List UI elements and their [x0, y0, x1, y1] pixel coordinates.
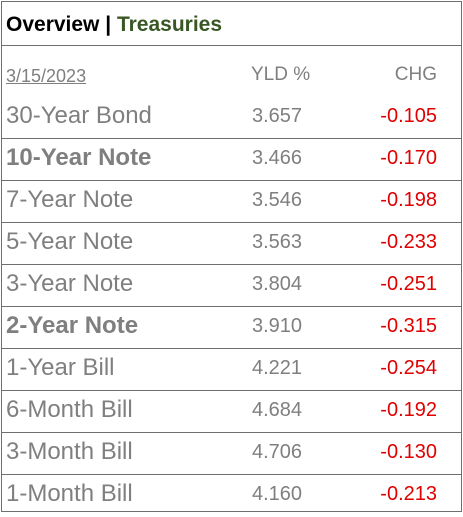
title-treasuries: Treasuries [116, 13, 223, 36]
change-value: -0.251 [380, 273, 437, 295]
change-value: -0.315 [380, 315, 437, 337]
change-value: -0.170 [380, 147, 437, 169]
security-name: 3-Month Bill [6, 438, 133, 465]
change-value: -0.233 [380, 231, 437, 253]
header-change: CHG [394, 64, 437, 85]
yield-value: 4.221 [252, 357, 303, 379]
table-row: 6-Month Bill 4.684 -0.192 [2, 391, 461, 433]
security-name: 1-Month Bill [6, 480, 133, 507]
table-header: 3/15/2023 YLD % CHG [2, 62, 461, 92]
yield-value: 4.160 [252, 483, 303, 505]
table-row: 10-Year Note 3.466 -0.170 [2, 139, 461, 181]
yield-value: 3.563 [252, 231, 303, 253]
table-row: 7-Year Note 3.546 -0.198 [2, 181, 461, 223]
change-value: -0.105 [380, 105, 437, 127]
table-row: 1-Month Bill 4.160 -0.213 [2, 475, 461, 517]
change-value: -0.213 [380, 483, 437, 505]
yield-value: 3.546 [252, 189, 303, 211]
security-name: 2-Year Note [6, 312, 139, 339]
table-row: 3-Month Bill 4.706 -0.130 [2, 433, 461, 475]
table-row: 2-Year Note 3.910 -0.315 [2, 307, 461, 349]
table-row: 5-Year Note 3.563 -0.233 [2, 223, 461, 265]
title-divider [2, 45, 461, 46]
change-value: -0.254 [380, 357, 437, 379]
table-row: 30-Year Bond 3.657 -0.105 [2, 97, 461, 139]
change-value: -0.198 [380, 189, 437, 211]
yield-value: 4.706 [252, 441, 303, 463]
yield-value: 3.804 [252, 273, 303, 295]
table-row: 1-Year Bill 4.221 -0.254 [2, 349, 461, 391]
security-name: 30-Year Bond [6, 102, 152, 129]
security-name: 10-Year Note [6, 144, 152, 171]
yield-value: 3.466 [252, 147, 303, 169]
security-name: 6-Month Bill [6, 396, 133, 423]
title-separator: | [99, 13, 117, 36]
security-name: 3-Year Note [6, 270, 134, 297]
table-row: 3-Year Note 3.804 -0.251 [2, 265, 461, 307]
panel-title: Overview | Treasuries [6, 12, 222, 38]
treasury-table: 30-Year Bond 3.657 -0.105 10-Year Note 3… [2, 97, 461, 517]
security-name: 5-Year Note [6, 228, 134, 255]
security-name: 7-Year Note [6, 186, 134, 213]
change-value: -0.192 [380, 399, 437, 421]
yield-value: 3.910 [252, 315, 303, 337]
yield-value: 3.657 [252, 105, 303, 127]
yield-value: 4.684 [252, 399, 303, 421]
header-yield: YLD % [251, 64, 311, 85]
change-value: -0.130 [380, 441, 437, 463]
security-name: 1-Year Bill [6, 354, 115, 381]
header-date: 3/15/2023 [6, 66, 87, 86]
title-overview: Overview [6, 13, 100, 36]
